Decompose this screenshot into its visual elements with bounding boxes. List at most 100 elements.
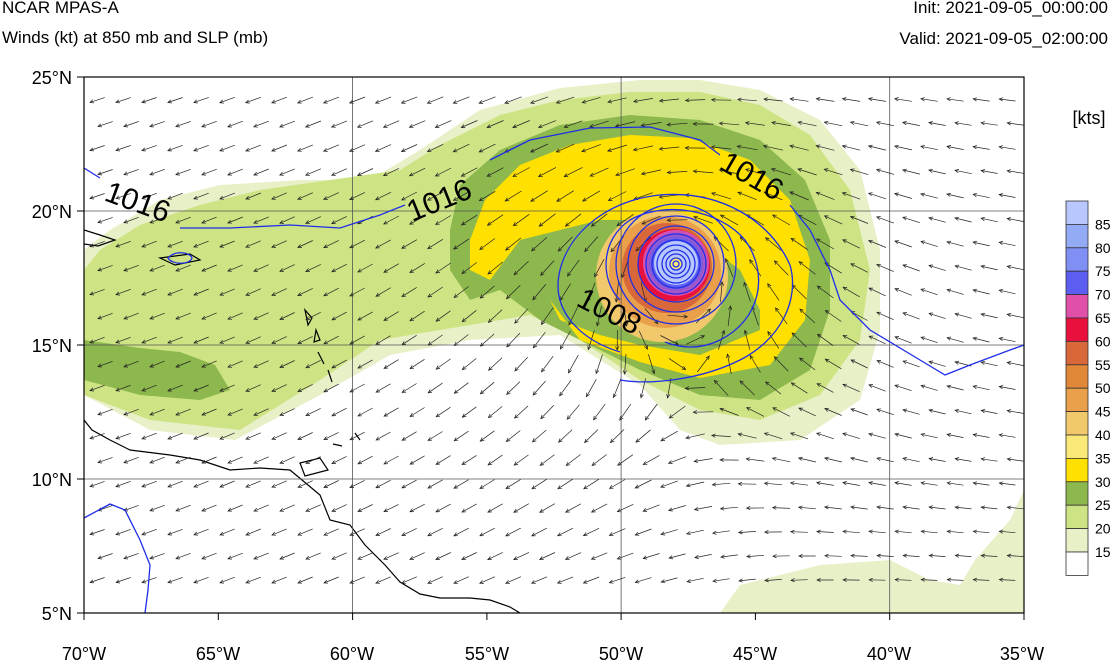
wind-vector (167, 336, 183, 344)
wind-vector (876, 169, 895, 175)
wind-vector-head (323, 196, 328, 200)
wind-vector (349, 480, 365, 488)
wind-vector (375, 287, 391, 297)
wind-vector-head (323, 340, 329, 345)
wind-vector-head (867, 192, 873, 197)
wind-vector-head (271, 579, 277, 584)
isobars (84, 126, 1024, 613)
wind-vector (461, 214, 478, 226)
wind-vector (591, 552, 608, 560)
wind-vector (816, 192, 835, 200)
wind-vector-head (348, 99, 354, 104)
wind-vector (245, 336, 261, 344)
wind-vector-head (304, 123, 310, 128)
wind-vector (775, 307, 788, 325)
wind-vector (556, 190, 574, 202)
wind-vector (349, 576, 365, 584)
wind-vector (357, 359, 373, 369)
wind-vector (999, 194, 1016, 198)
wind-vector (435, 503, 451, 513)
wind-vector (902, 122, 920, 126)
wind-vector-head (453, 389, 459, 394)
wind-vector-head (452, 196, 458, 201)
wind-vector (921, 433, 938, 439)
wind-vector-head (737, 530, 743, 535)
gridlines (84, 77, 1024, 613)
wind-vector-head (349, 579, 354, 584)
wind-vector-head (331, 268, 336, 273)
wind-vector (253, 168, 269, 176)
wind-vector (141, 288, 157, 296)
plot-area: 1016 1016 1016 1008 (84, 77, 1024, 613)
wind-vector (331, 216, 347, 224)
wind-vector (115, 97, 131, 103)
wind-vector (610, 429, 625, 443)
wind-vector-head (504, 100, 509, 104)
wind-vector (744, 330, 751, 350)
wind-vector-head (460, 172, 466, 177)
wind-vector-head (253, 267, 258, 272)
wind-vector-head (719, 281, 724, 286)
wind-vector-head (720, 554, 725, 559)
wind-vector-head (998, 241, 1004, 245)
wind-vector-head (557, 438, 563, 443)
wind-vector (245, 240, 261, 248)
wind-vector-head (563, 124, 569, 128)
wind-vector-head (219, 387, 225, 392)
wind-vector (955, 458, 972, 462)
wind-vector-head (775, 307, 780, 312)
wind-vector-head (658, 194, 664, 199)
wind-vector (868, 98, 887, 102)
wind-vector (902, 360, 920, 368)
wind-vector-head (141, 195, 146, 200)
wind-vector (305, 120, 322, 128)
wind-vector-head (946, 145, 951, 150)
wind-vector (694, 554, 712, 558)
wind-vector-head (460, 124, 466, 128)
wind-vector-head (946, 529, 952, 534)
wind-vector-head (894, 192, 899, 197)
wind-vector (89, 97, 105, 103)
wind-vector (513, 552, 530, 560)
wind-vector-head (850, 408, 855, 413)
wind-vector (530, 190, 548, 202)
wind-vector (271, 240, 287, 248)
wind-vector (357, 263, 373, 273)
wind-vector (999, 530, 1016, 534)
wind-vector (435, 455, 451, 465)
wind-vector-head (167, 579, 173, 584)
wind-vector-head (719, 506, 725, 511)
wind-vector (349, 144, 366, 152)
wind-vector (894, 193, 912, 199)
wind-vector (876, 216, 895, 224)
wind-vector-head (770, 168, 776, 172)
wind-vector (514, 356, 529, 372)
wind-vector (876, 311, 894, 321)
isobar-1016-main (489, 126, 1024, 376)
wind-vector (712, 482, 731, 486)
isobar-996 (637, 225, 715, 303)
wind-vector-head (245, 147, 250, 152)
wind-vector-head (479, 245, 484, 250)
wind-vector (894, 433, 912, 439)
wind-vector-head (816, 285, 822, 290)
wind-vector-head (850, 505, 855, 510)
wind-vector-head (816, 577, 821, 583)
wind-vector (538, 167, 557, 177)
wind-vector (175, 360, 191, 368)
wind-vector-head (823, 215, 829, 220)
wind-vector (559, 379, 572, 397)
wind-vector (115, 288, 131, 296)
wind-vector-head (762, 144, 768, 149)
wind-vector-head (920, 529, 926, 534)
wind-vector (479, 430, 495, 442)
wind-vector-head (721, 329, 726, 335)
wind-vector-head (426, 99, 432, 104)
wind-vector-head (557, 485, 562, 490)
wind-vector (453, 286, 469, 298)
wind-vector-head (348, 148, 354, 152)
wind-vector (201, 168, 217, 176)
colorbar-label: 20 (1095, 521, 1111, 537)
wind-vector-head (331, 316, 337, 321)
wind-vector-head (426, 148, 432, 153)
